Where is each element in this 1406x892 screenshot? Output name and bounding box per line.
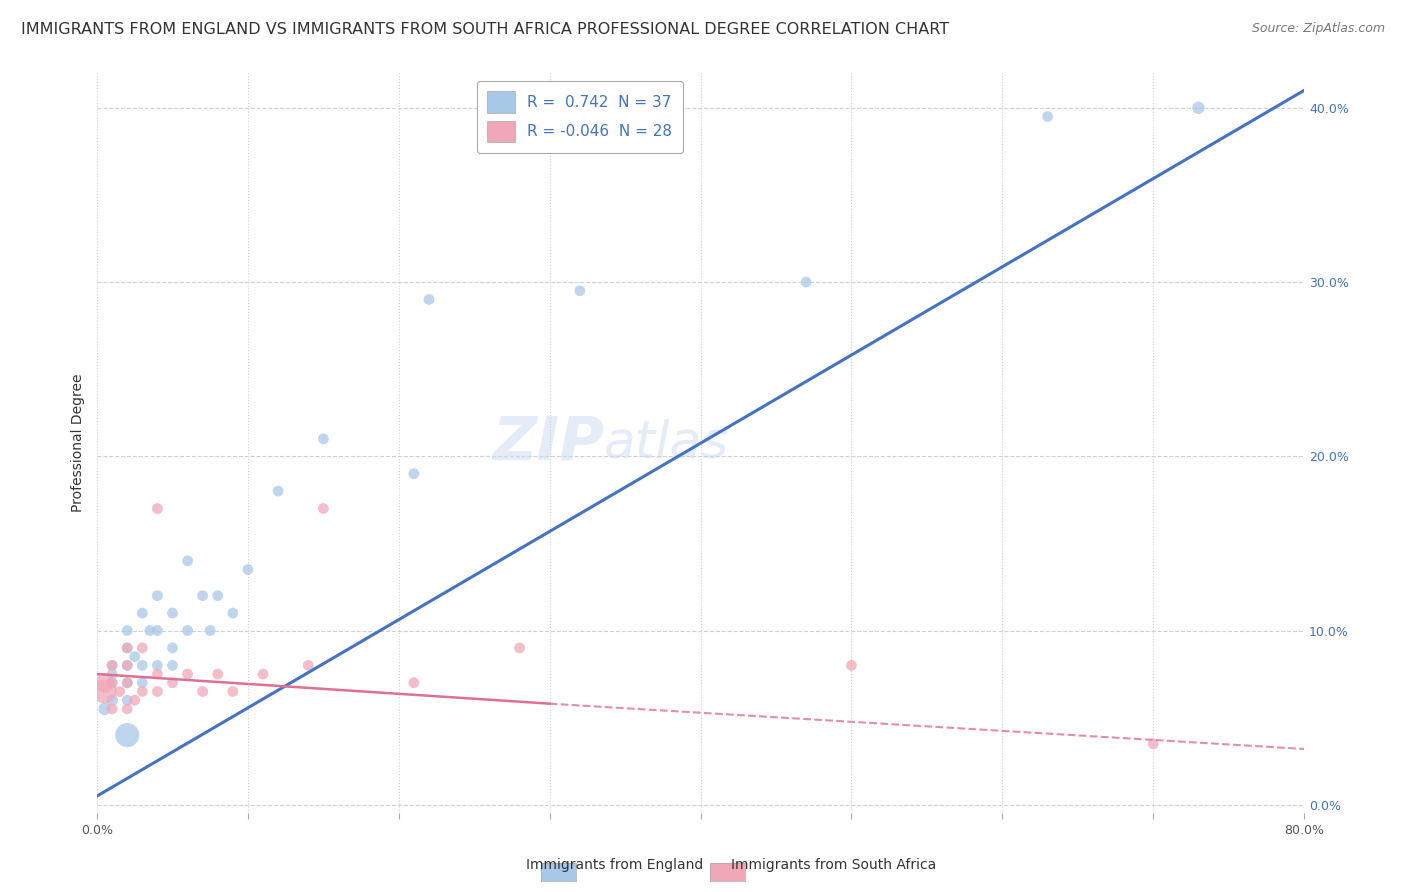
Text: ZIP: ZIP (492, 414, 605, 473)
Text: atlas: atlas (605, 418, 730, 468)
Legend: R =  0.742  N = 37, R = -0.046  N = 28: R = 0.742 N = 37, R = -0.046 N = 28 (477, 80, 683, 153)
Y-axis label: Professional Degree: Professional Degree (72, 374, 86, 513)
Point (162, 606, 184, 620)
Text: Immigrants from England: Immigrants from England (526, 858, 703, 872)
Text: IMMIGRANTS FROM ENGLAND VS IMMIGRANTS FROM SOUTH AFRICA PROFESSIONAL DEGREE CORR: IMMIGRANTS FROM ENGLAND VS IMMIGRANTS FR… (21, 22, 949, 37)
Point (101, 675, 124, 690)
Point (131, 684, 153, 698)
Point (115, 658, 138, 673)
Point (93, 675, 115, 690)
Point (146, 667, 169, 681)
Point (176, 624, 198, 638)
Point (267, 484, 290, 499)
Point (207, 667, 229, 681)
Point (222, 684, 245, 698)
Point (146, 501, 169, 516)
Point (162, 640, 184, 655)
Point (101, 658, 124, 673)
Point (115, 658, 138, 673)
Point (115, 693, 138, 707)
Point (115, 702, 138, 716)
Point (115, 728, 138, 742)
Point (191, 684, 214, 698)
Point (93, 684, 115, 698)
Point (841, 658, 863, 673)
Point (115, 624, 138, 638)
Point (131, 658, 153, 673)
Point (236, 562, 259, 576)
Point (162, 675, 184, 690)
Point (101, 667, 124, 681)
Point (162, 658, 184, 673)
Point (131, 640, 153, 655)
Point (146, 658, 169, 673)
Point (418, 293, 440, 307)
Point (1142, 737, 1164, 751)
Point (200, 624, 222, 638)
Text: Source: ZipAtlas.com: Source: ZipAtlas.com (1251, 22, 1385, 36)
Point (146, 624, 169, 638)
Point (794, 275, 817, 289)
Point (146, 684, 169, 698)
Point (176, 554, 198, 568)
Point (176, 667, 198, 681)
Point (101, 675, 124, 690)
Point (124, 649, 146, 664)
Point (1187, 101, 1209, 115)
Point (101, 702, 124, 716)
Point (108, 684, 131, 698)
Point (131, 675, 153, 690)
Text: Immigrants from South Africa: Immigrants from South Africa (731, 858, 936, 872)
Point (222, 606, 245, 620)
Point (93, 702, 115, 716)
Point (252, 667, 274, 681)
Point (207, 589, 229, 603)
Point (191, 589, 214, 603)
Point (402, 467, 425, 481)
Point (297, 658, 319, 673)
Point (124, 693, 146, 707)
Point (131, 606, 153, 620)
Point (146, 589, 169, 603)
Point (312, 501, 335, 516)
Point (402, 675, 425, 690)
Point (139, 624, 162, 638)
Point (115, 640, 138, 655)
Point (115, 640, 138, 655)
Point (508, 640, 530, 655)
Point (101, 658, 124, 673)
Point (101, 693, 124, 707)
Point (115, 675, 138, 690)
Point (115, 675, 138, 690)
Point (312, 432, 335, 446)
Point (1036, 110, 1059, 124)
Point (568, 284, 591, 298)
